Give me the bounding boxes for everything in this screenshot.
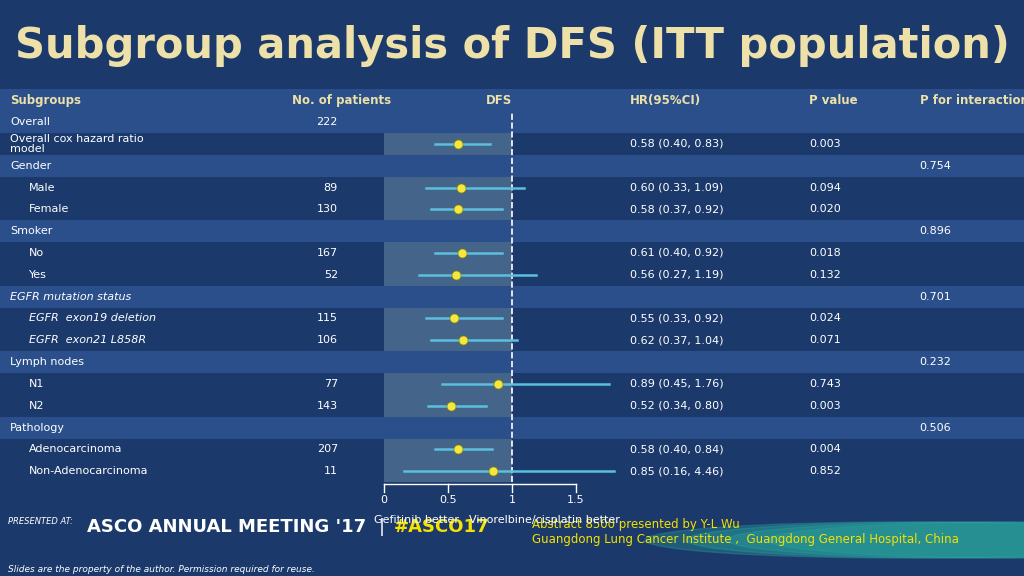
Bar: [0, 220, 1024, 242]
Bar: [0, 89, 1024, 111]
Text: 207: 207: [316, 445, 338, 454]
Text: Gender: Gender: [10, 161, 51, 170]
Text: 0.58 (0.40, 0.83): 0.58 (0.40, 0.83): [630, 139, 723, 149]
Text: 0.896: 0.896: [920, 226, 951, 236]
Text: 0.506: 0.506: [920, 423, 951, 433]
Text: 0.071: 0.071: [809, 335, 841, 345]
Bar: [384, 111, 512, 482]
Bar: [0, 155, 1024, 177]
Text: |: |: [379, 518, 385, 536]
Text: Vinorelbine/cisplatin better: Vinorelbine/cisplatin better: [469, 514, 620, 525]
Text: model: model: [10, 144, 45, 154]
Text: Female: Female: [29, 204, 69, 214]
Bar: [0, 351, 1024, 373]
Text: Yes: Yes: [29, 270, 46, 280]
Circle shape: [768, 522, 1024, 558]
Text: 89: 89: [324, 183, 338, 192]
Text: 0.018: 0.018: [809, 248, 841, 258]
Text: No: No: [29, 248, 44, 258]
Text: Male: Male: [29, 183, 55, 192]
Text: PRESENTED AT:: PRESENTED AT:: [8, 517, 73, 526]
Text: ASCO ANNUAL MEETING '17: ASCO ANNUAL MEETING '17: [87, 518, 367, 536]
Text: 0: 0: [381, 495, 387, 505]
Text: 0.5: 0.5: [439, 495, 457, 505]
Text: EGFR  exon19 deletion: EGFR exon19 deletion: [29, 313, 156, 324]
Text: N1: N1: [29, 379, 44, 389]
Circle shape: [645, 522, 1024, 558]
Text: 0.85 (0.16, 4.46): 0.85 (0.16, 4.46): [630, 466, 723, 476]
Text: 0.60 (0.33, 1.09): 0.60 (0.33, 1.09): [630, 183, 723, 192]
Text: No. of patients: No. of patients: [292, 94, 391, 107]
Text: 0.852: 0.852: [809, 466, 841, 476]
Text: 222: 222: [316, 117, 338, 127]
Text: Subgroups: Subgroups: [10, 94, 81, 107]
Text: 0.55 (0.33, 0.92): 0.55 (0.33, 0.92): [630, 313, 723, 324]
Text: 0.701: 0.701: [920, 291, 951, 302]
Text: 0.62 (0.37, 1.04): 0.62 (0.37, 1.04): [630, 335, 723, 345]
Bar: [0, 416, 1024, 438]
Text: HR(95%CI): HR(95%CI): [630, 94, 700, 107]
Text: Slides are the property of the author. Permission required for reuse.: Slides are the property of the author. P…: [8, 565, 315, 574]
Text: DFS: DFS: [486, 94, 512, 107]
Text: Gefitinib better: Gefitinib better: [374, 514, 459, 525]
Text: EGFR mutation status: EGFR mutation status: [10, 291, 131, 302]
Text: Subgroup analysis of DFS (ITT population): Subgroup analysis of DFS (ITT population…: [14, 25, 1010, 67]
Circle shape: [686, 522, 1024, 558]
Text: Adenocarcinoma: Adenocarcinoma: [29, 445, 122, 454]
Text: 0.52 (0.34, 0.80): 0.52 (0.34, 0.80): [630, 401, 723, 411]
Text: 115: 115: [316, 313, 338, 324]
Text: Smoker: Smoker: [10, 226, 52, 236]
Text: 1: 1: [509, 495, 515, 505]
Text: 0.132: 0.132: [809, 270, 841, 280]
Text: Overall: Overall: [10, 117, 50, 127]
Text: Lymph nodes: Lymph nodes: [10, 357, 84, 367]
Text: 0.020: 0.020: [809, 204, 841, 214]
Text: 106: 106: [316, 335, 338, 345]
Text: Overall cox hazard ratio: Overall cox hazard ratio: [10, 134, 143, 144]
Text: Pathology: Pathology: [10, 423, 66, 433]
Text: 0.003: 0.003: [809, 401, 841, 411]
Text: #ASCO17: #ASCO17: [394, 518, 489, 536]
Bar: [0, 286, 1024, 308]
Text: 0.743: 0.743: [809, 379, 841, 389]
Text: 0.004: 0.004: [809, 445, 841, 454]
Circle shape: [727, 522, 1024, 558]
Text: P value: P value: [809, 94, 857, 107]
Text: 0.003: 0.003: [809, 139, 841, 149]
Text: Non-Adenocarcinoma: Non-Adenocarcinoma: [29, 466, 148, 476]
Text: 0.024: 0.024: [809, 313, 841, 324]
Text: 0.56 (0.27, 1.19): 0.56 (0.27, 1.19): [630, 270, 723, 280]
Text: 0.754: 0.754: [920, 161, 951, 170]
Text: 52: 52: [324, 270, 338, 280]
Text: N2: N2: [29, 401, 44, 411]
Text: 130: 130: [316, 204, 338, 214]
Text: 0.61 (0.40, 0.92): 0.61 (0.40, 0.92): [630, 248, 723, 258]
Text: 0.58 (0.37, 0.92): 0.58 (0.37, 0.92): [630, 204, 723, 214]
Text: P for interaction: P for interaction: [920, 94, 1024, 107]
Text: 167: 167: [316, 248, 338, 258]
Text: 0.094: 0.094: [809, 183, 841, 192]
Text: 0.232: 0.232: [920, 357, 951, 367]
Text: 143: 143: [316, 401, 338, 411]
Text: 1.5: 1.5: [567, 495, 585, 505]
Text: 0.58 (0.40, 0.84): 0.58 (0.40, 0.84): [630, 445, 723, 454]
Text: EGFR  exon21 L858R: EGFR exon21 L858R: [29, 335, 145, 345]
Text: 11: 11: [324, 466, 338, 476]
Text: 0.89 (0.45, 1.76): 0.89 (0.45, 1.76): [630, 379, 723, 389]
Text: 77: 77: [324, 379, 338, 389]
Text: Abstract 8500 presented by Y-L Wu
Guangdong Lung Cancer Institute ,  Guangdong G: Abstract 8500 presented by Y-L Wu Guangd…: [532, 518, 959, 547]
Bar: [0, 111, 1024, 133]
